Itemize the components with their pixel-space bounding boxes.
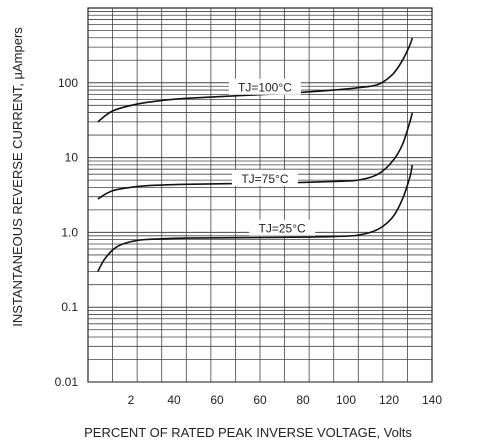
chart-grid bbox=[87, 7, 433, 383]
x-axis-title: PERCENT OF RATED PEAK INVERSE VOLTAGE, V… bbox=[84, 425, 412, 440]
series-line bbox=[97, 37, 414, 123]
y-axis-title: INSTANTANEOUS REVERSE CURRENT, µAmpers bbox=[10, 27, 25, 327]
series-label-background bbox=[228, 78, 301, 95]
x-tick-label: 140 bbox=[422, 393, 442, 407]
series-line bbox=[97, 112, 414, 200]
series-label: TJ=75°C bbox=[241, 172, 288, 186]
x-tick-label: 2 bbox=[128, 393, 135, 407]
y-tick-label: 0.01 bbox=[55, 375, 79, 389]
chart-series bbox=[97, 37, 414, 272]
series-label-background bbox=[249, 219, 316, 236]
series-line bbox=[97, 164, 414, 272]
x-tick-label: 60 bbox=[210, 393, 224, 407]
y-tick-label: 0.1 bbox=[61, 300, 78, 314]
x-tick-label: 80 bbox=[296, 393, 310, 407]
chart-labels: 0.01 0.1 1.0 10 100 2 40 60 60 80 100 120 140 TJ=100°… bbox=[55, 76, 443, 407]
x-tick-label: 120 bbox=[379, 393, 399, 407]
y-tick-label: 1.0 bbox=[61, 225, 78, 239]
series-label-background bbox=[231, 169, 298, 186]
x-tick-label: 60 bbox=[253, 393, 267, 407]
y-tick-label: 100 bbox=[58, 76, 78, 90]
series-label: TJ=100°C bbox=[238, 81, 292, 95]
x-tick-label: 100 bbox=[336, 393, 356, 407]
series-label: TJ=25°C bbox=[259, 222, 306, 236]
y-tick-label: 10 bbox=[65, 151, 79, 165]
x-tick-label: 40 bbox=[167, 393, 181, 407]
